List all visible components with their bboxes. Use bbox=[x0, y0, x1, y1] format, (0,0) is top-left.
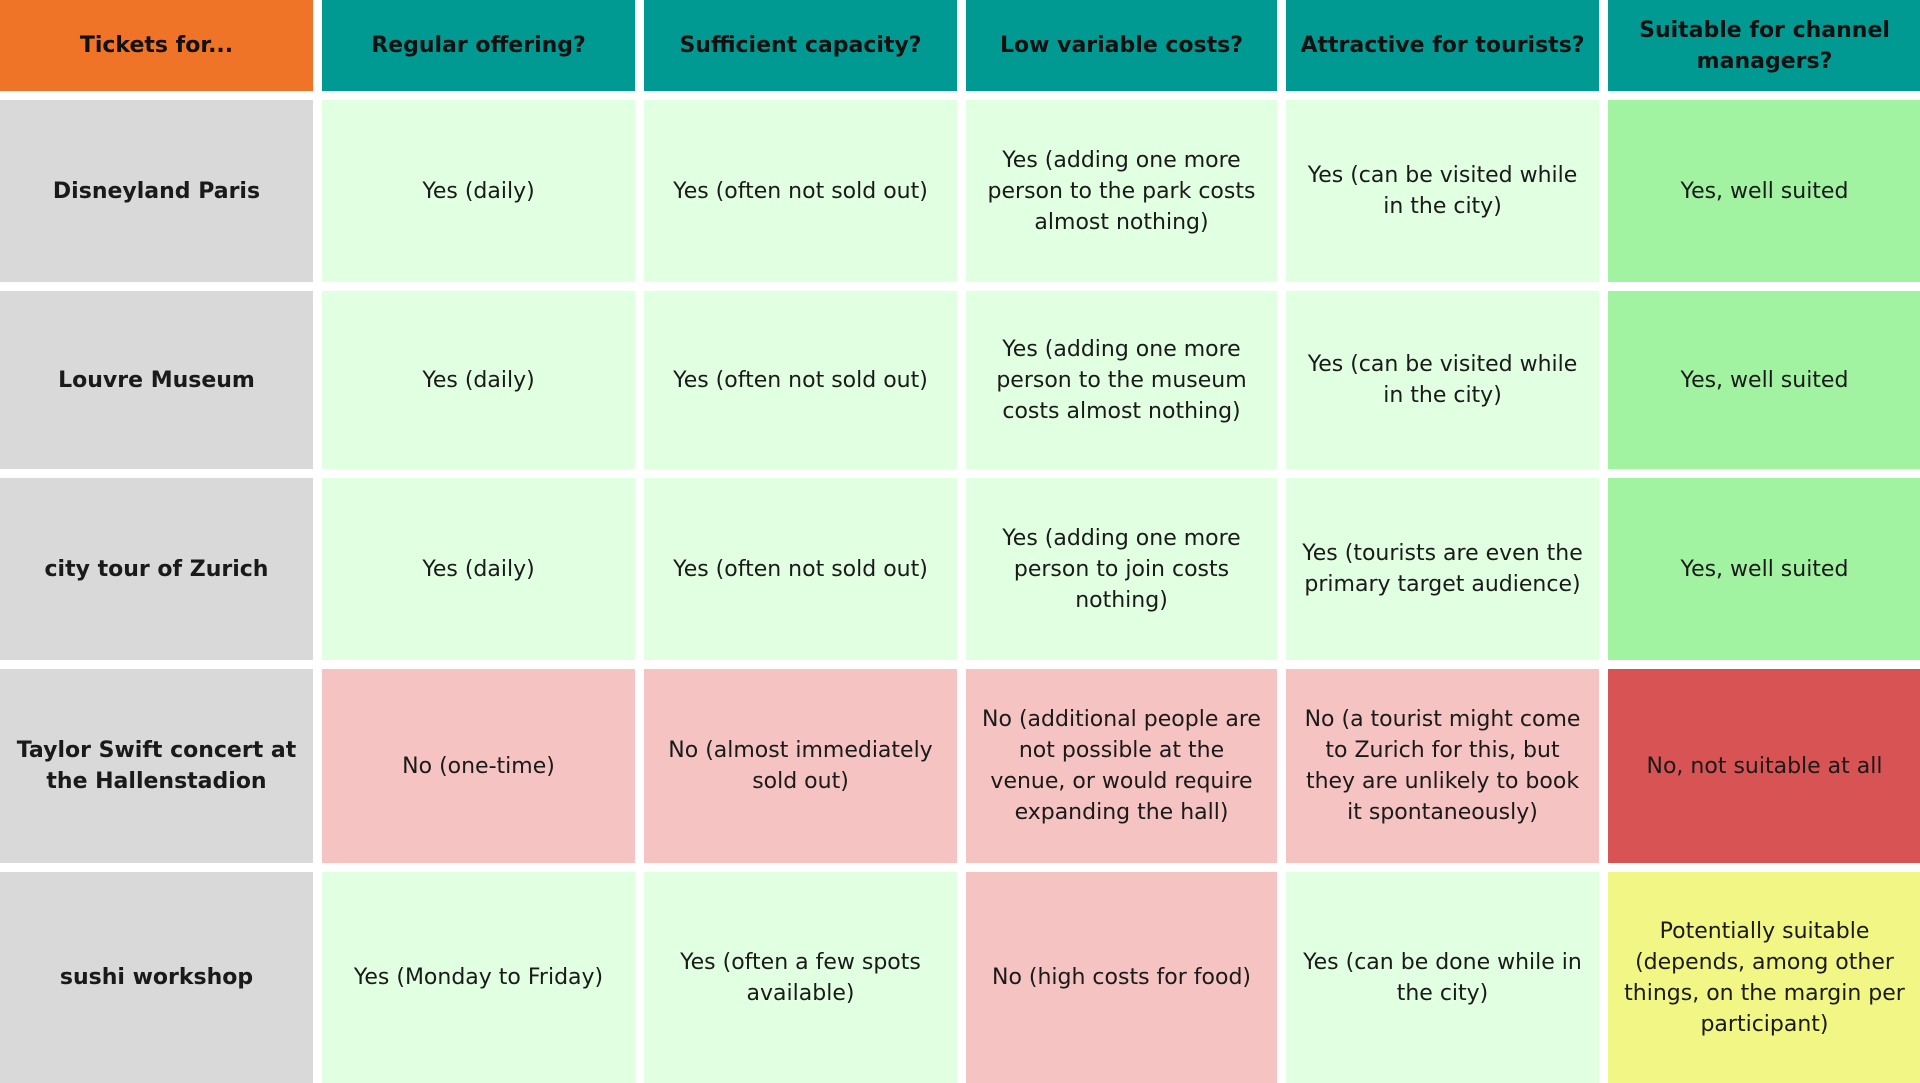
verdict-cell: Yes, well suited bbox=[1608, 100, 1920, 282]
table-cell: Yes (often not sold out) bbox=[644, 478, 957, 660]
table-cell: No (almost immediately sold out) bbox=[644, 669, 957, 863]
table-cell: No (a tourist might come to Zurich for t… bbox=[1286, 669, 1599, 863]
table-cell: Yes (can be visited while in the city) bbox=[1286, 291, 1599, 469]
verdict-cell: No, not suitable at all bbox=[1608, 669, 1920, 863]
verdict-cell: Yes, well suited bbox=[1608, 291, 1920, 469]
table-cell: Yes (daily) bbox=[322, 291, 635, 469]
table-cell: No (high costs for food) bbox=[966, 872, 1277, 1083]
header-regular-offering: Regular offering? bbox=[322, 0, 635, 91]
table-cell: Yes (often not sold out) bbox=[644, 100, 957, 282]
table-cell: No (additional people are not possible a… bbox=[966, 669, 1277, 863]
table-cell: Yes (adding one more person to the museu… bbox=[966, 291, 1277, 469]
table-cell: Yes (adding one more person to join cost… bbox=[966, 478, 1277, 660]
row-label: Disneyland Paris bbox=[0, 100, 313, 282]
table-cell: Yes (daily) bbox=[322, 100, 635, 282]
header-corner: Tickets for... bbox=[0, 0, 313, 91]
row-label: city tour of Zurich bbox=[0, 478, 313, 660]
table-cell: Yes (can be done while in the city) bbox=[1286, 872, 1599, 1083]
header-suitable-for-channel-managers: Suitable for channel managers? bbox=[1608, 0, 1920, 91]
table-cell: Yes (often not sold out) bbox=[644, 291, 957, 469]
table-cell: Yes (can be visited while in the city) bbox=[1286, 100, 1599, 282]
row-label: sushi workshop bbox=[0, 872, 313, 1083]
table-cell: Yes (tourists are even the primary targe… bbox=[1286, 478, 1599, 660]
table-cell: Yes (Monday to Friday) bbox=[322, 872, 635, 1083]
table-cell: No (one-time) bbox=[322, 669, 635, 863]
header-sufficient-capacity: Sufficient capacity? bbox=[644, 0, 957, 91]
table-cell: Yes (often a few spots available) bbox=[644, 872, 957, 1083]
row-label: Louvre Museum bbox=[0, 291, 313, 469]
table-cell: Yes (adding one more person to the park … bbox=[966, 100, 1277, 282]
verdict-cell: Yes, well suited bbox=[1608, 478, 1920, 660]
verdict-cell: Potentially suitable (depends, among oth… bbox=[1608, 872, 1920, 1083]
header-low-variable-costs: Low variable costs? bbox=[966, 0, 1277, 91]
header-attractive-for-tourists: Attractive for tourists? bbox=[1286, 0, 1599, 91]
row-label: Taylor Swift concert at the Hallenstadio… bbox=[0, 669, 313, 863]
table-cell: Yes (daily) bbox=[322, 478, 635, 660]
